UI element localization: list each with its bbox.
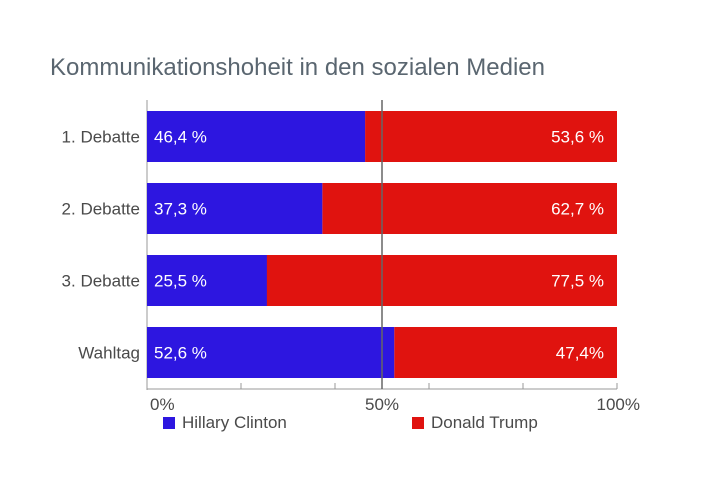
bar-trump <box>394 327 617 378</box>
data-label-trump: 77,5 % <box>551 272 604 291</box>
bar-trump <box>322 183 617 234</box>
category-label: 2. Debatte <box>62 200 140 219</box>
data-label-trump: 53,6 % <box>551 128 604 147</box>
category-label: 1. Debatte <box>62 128 140 147</box>
bar-trump <box>365 111 617 162</box>
data-label-trump: 47,4% <box>556 344 604 363</box>
category-label: 3. Debatte <box>62 272 140 291</box>
legend-item-trump: Donald Trump <box>412 413 538 433</box>
x-tick-label: 0% <box>150 395 175 414</box>
bar-trump <box>252 255 617 306</box>
data-label-trump: 62,7 % <box>551 200 604 219</box>
x-tick-label: 100% <box>597 395 640 414</box>
data-label-clinton: 37,3 % <box>154 200 207 219</box>
data-label-clinton: 52,6 % <box>154 344 207 363</box>
data-label-clinton: 25,5 % <box>154 272 207 291</box>
data-label-clinton: 46,4 % <box>154 128 207 147</box>
legend-label-trump: Donald Trump <box>431 413 538 432</box>
chart-title: Kommunikationshoheit in den sozialen Med… <box>50 54 545 81</box>
bar-clinton <box>147 183 323 234</box>
legend-item-clinton: Hillary Clinton <box>163 413 287 433</box>
legend-swatch-clinton <box>163 417 175 429</box>
bar-clinton <box>147 327 395 378</box>
category-label: Wahltag <box>78 344 140 363</box>
legend-label-clinton: Hillary Clinton <box>182 413 287 432</box>
legend-swatch-trump <box>412 417 424 429</box>
bar-clinton <box>147 111 366 162</box>
x-tick-label: 50% <box>365 395 399 414</box>
bar-clinton <box>147 255 267 306</box>
